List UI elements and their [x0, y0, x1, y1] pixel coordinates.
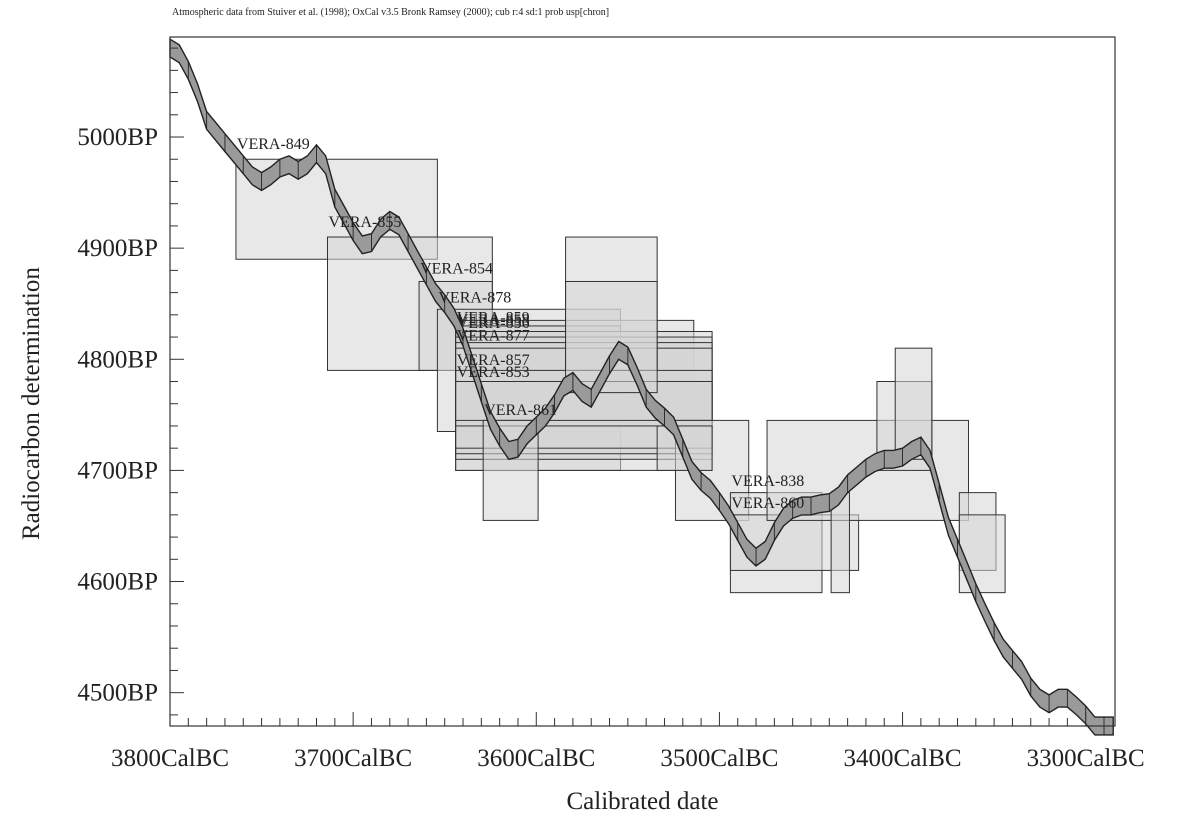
sample-labels: VERA-849 VERA-855 VERA-854 VERA-878 VERA-859… [237, 136, 804, 512]
sample-label: VERA-853 [457, 364, 530, 381]
sample-label: VERA-858 [457, 312, 530, 329]
x-tick-label: 3600CalBC [477, 745, 595, 772]
sample-label: VERA-855 [329, 214, 402, 231]
sample-label: VERA-854 [420, 261, 493, 278]
sample-label: VERA-877 [457, 327, 530, 344]
sample-label: VERA-859 [457, 310, 530, 327]
chart-caption: Atmospheric data from Stuiver et al. (19… [172, 7, 610, 18]
y-tick-label: 4500BP [77, 680, 158, 707]
date-box [958, 514, 1006, 594]
x-axis-title-wrap: Calibrated date [0, 788, 1181, 816]
date-box [565, 280, 658, 394]
x-tick-label: 3500CalBC [660, 745, 778, 772]
sample-label: VERA-849 [237, 136, 310, 153]
y-axis-title: Radiocarbon determination [18, 267, 45, 540]
sample-label: VERA-838 [731, 473, 804, 490]
sample-label: VERA-861 [484, 402, 557, 419]
x-axis-title: Calibrated date [566, 788, 719, 815]
y-tick-label: 4900BP [77, 235, 158, 262]
axes: 5000BP 4900BP 4800BP 4700BP 4600BP 4500BP 3800… [77, 36, 1145, 772]
y-tick-label: 4700BP [77, 457, 158, 484]
x-tick-label: 3800CalBC [111, 745, 229, 772]
y-tick-label: 4800BP [77, 346, 158, 373]
y-axis-title-wrap: Radiocarbon determination [10, 267, 45, 540]
sample-label: VERA-856 [457, 315, 530, 332]
calibration-curve-band [169, 37, 1114, 736]
y-tick-label: 4600BP [77, 569, 158, 596]
calibration-curve [169, 37, 1114, 736]
sample-label: VERA-860 [731, 495, 804, 512]
sample-label: VERA-878 [438, 290, 511, 307]
x-tick-label: 3700CalBC [294, 745, 412, 772]
sample-label: VERA-857 [457, 352, 530, 369]
x-tick-label: 3300CalBC [1027, 745, 1145, 772]
x-tick-label: 3400CalBC [844, 745, 962, 772]
y-tick-label: 5000BP [77, 124, 158, 151]
